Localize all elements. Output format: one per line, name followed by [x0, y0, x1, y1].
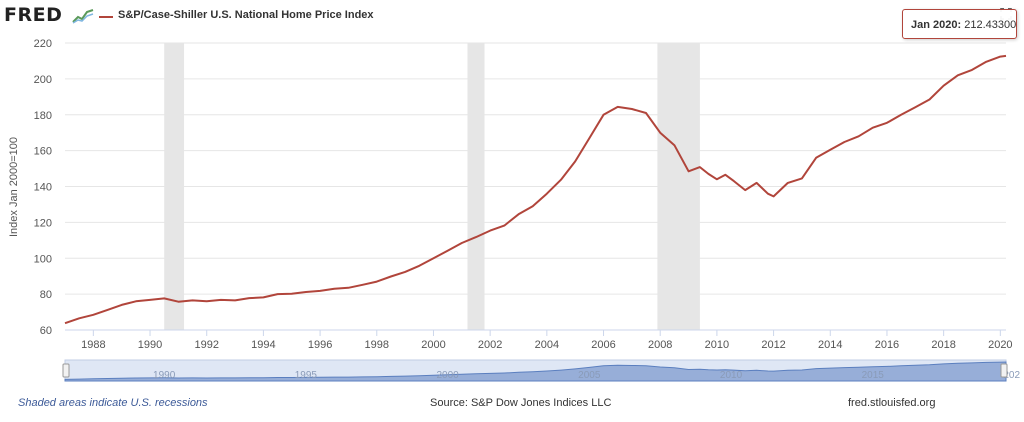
navigator-handle[interactable] — [1000, 363, 1008, 378]
x-tick-label: 2020 — [988, 339, 1012, 351]
tooltip-value: 212.43300 — [964, 19, 1017, 31]
y-tick-label: 200 — [34, 74, 52, 86]
legend-series-label[interactable]: S&P/Case-Shiller U.S. National Home Pric… — [118, 9, 374, 21]
x-tick-label: 2002 — [478, 339, 502, 351]
x-tick-label: 1990 — [138, 339, 162, 351]
x-tick-label: 2016 — [875, 339, 899, 351]
chart-header: FRED S&P/Case-Shiller U.S. National Home… — [0, 0, 1024, 34]
y-tick-label: 180 — [34, 110, 52, 122]
y-tick-label: 160 — [34, 146, 52, 158]
y-tick-label: 60 — [40, 325, 52, 337]
y-axis: 60 80 100 120 140 160 180 200 220 — [34, 38, 52, 337]
navigator-label: 202 — [1003, 370, 1020, 381]
y-tick-label: 80 — [40, 289, 52, 301]
navigator-handle[interactable] — [62, 363, 70, 378]
grid-lines — [65, 42, 1006, 331]
y-tick-label: 140 — [34, 182, 52, 194]
x-tick-label: 2014 — [818, 339, 842, 351]
series-lines[interactable] — [64, 54, 1007, 325]
legend-series-swatch — [99, 16, 113, 18]
x-tick-label: 2006 — [591, 339, 615, 351]
x-tick-label: 1996 — [308, 339, 332, 351]
fred-graph-icon — [72, 9, 94, 24]
navigator-label: 2015 — [862, 370, 885, 381]
x-tick-label: 2000 — [421, 339, 445, 351]
series-line[interactable] — [64, 54, 1007, 325]
y-tick-label: 120 — [34, 217, 52, 229]
data-tooltip: Jan 2020: 212.43300 — [902, 9, 1017, 39]
recession-note: Shaded areas indicate U.S. recessions — [18, 397, 208, 409]
x-tick-label: 1988 — [81, 339, 105, 351]
y-tick-label: 100 — [34, 253, 52, 265]
navigator[interactable]: 1990 1995 2000 2005 2010 2015 202 — [62, 359, 1020, 382]
navigator-series-area — [64, 361, 1007, 382]
x-tick-label: 2008 — [648, 339, 672, 351]
tooltip-date: Jan 2020: — [911, 19, 962, 31]
x-tick-label: 1998 — [365, 339, 389, 351]
site-link[interactable]: fred.stlouisfed.org — [848, 397, 936, 409]
navigator-label: 1995 — [295, 370, 318, 381]
x-tick-label: 1994 — [251, 339, 275, 351]
y-axis-label: Index Jan 2000=100 — [8, 137, 20, 237]
x-tick-label: 1992 — [194, 339, 218, 351]
x-tick-label: 2012 — [761, 339, 785, 351]
x-tick-label: 2018 — [931, 339, 955, 351]
source-note: Source: S&P Dow Jones Indices LLC — [430, 397, 612, 409]
navigator-label: 2005 — [578, 370, 601, 381]
y-tick-label: 220 — [34, 38, 52, 50]
x-tick-label: 2010 — [705, 339, 729, 351]
x-tick-label: 2004 — [535, 339, 559, 351]
navigator-label: 2010 — [720, 370, 743, 381]
navigator-label: 2000 — [436, 370, 459, 381]
fred-logo[interactable]: FRED — [4, 4, 63, 26]
navigator-label: 1990 — [153, 370, 176, 381]
x-axis: 1988 1990 1992 1994 1996 1998 2000 2002 2004 2006… — [81, 330, 1013, 351]
